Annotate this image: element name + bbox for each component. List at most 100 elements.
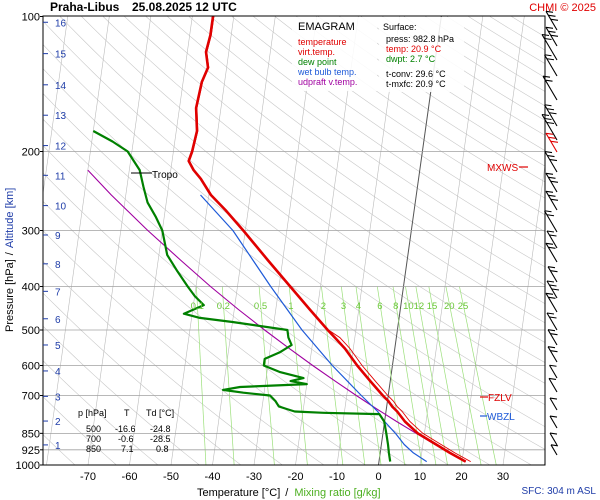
- surface-temp: temp: 20.9 °C: [386, 44, 442, 54]
- isotherm-line: [502, 162, 545, 465]
- wind-barbs: [541, 10, 560, 456]
- dry-adiabat-line: [446, 16, 545, 78]
- table-cell: -16.6: [115, 424, 136, 434]
- wbzl-label: WBZL: [487, 412, 515, 423]
- mixing-ratio-line: [258, 286, 275, 465]
- dry-adiabat-line: [43, 44, 545, 428]
- isotherm-line: [419, 16, 484, 465]
- pressure-tick-label: 1000: [16, 460, 40, 472]
- y-axis-title: Pressure [hPa] / Altitude [km]: [4, 188, 16, 332]
- isotherm-line: [212, 16, 276, 465]
- altitude-tick-label: 15: [55, 50, 67, 61]
- table-cell: 0.8: [156, 444, 169, 454]
- mixing-ratio-line: [392, 286, 423, 465]
- pressure-tick-label: 700: [22, 391, 40, 403]
- mixing-ratio-line: [415, 286, 448, 465]
- xlabel-mixing-ratio: Mixing ratio [g/kg]: [294, 487, 380, 499]
- wind-barb: [541, 113, 558, 141]
- dry-adiabat-line: [43, 172, 408, 465]
- mixing-ratio-line: [355, 286, 382, 465]
- dry-adiabat-line: [43, 20, 545, 406]
- legend-dew-point: dew point: [298, 57, 337, 67]
- pressure-tick-label: 100: [22, 12, 40, 24]
- dry-adiabat-line: [339, 16, 545, 151]
- mixing-ratio-label: 25: [458, 301, 469, 312]
- mixing-ratio-label: 0.1: [191, 301, 204, 312]
- dry-adiabat-line: [231, 16, 545, 233]
- pressure-tick-label: 200: [22, 147, 40, 159]
- table-cell: 850: [86, 444, 101, 454]
- dry-adiabat-line: [43, 200, 366, 465]
- wind-barb: [546, 280, 560, 299]
- credit-label: CHMI © 2025: [529, 2, 596, 14]
- mixing-ratio-label: 15: [427, 301, 438, 312]
- dry-adiabat-line: [43, 68, 545, 450]
- wind-barb: [545, 132, 559, 153]
- mixing-ratio-label: 2: [321, 301, 326, 312]
- wind-barb: [547, 346, 558, 363]
- wind-barb: [545, 292, 558, 313]
- dry-adiabat-line: [382, 16, 545, 121]
- legend-title: EMAGRAM: [298, 21, 355, 33]
- mixing-ratio-line: [321, 286, 344, 465]
- altitude-tick-label: 4: [55, 367, 61, 378]
- isotherm-line: [129, 16, 193, 465]
- mixing-ratio-line: [428, 286, 463, 465]
- altitude-tick-label: 14: [55, 81, 67, 92]
- dry-adiabat-line: [511, 16, 545, 38]
- wind-barb: [547, 329, 558, 346]
- dry-adiabat-line: [43, 325, 200, 465]
- wind-barb: [549, 432, 558, 446]
- table-header-td: Td [°C]: [146, 408, 174, 418]
- pressure-tick-label: 300: [22, 225, 40, 237]
- dry-adiabat-line: [403, 16, 545, 107]
- isotherm-line: [295, 16, 359, 465]
- table-cell: -0.6: [118, 434, 134, 444]
- isotherm-line: [461, 16, 525, 465]
- ylabel-separator: /: [4, 251, 16, 255]
- mixing-ratio-label: 12: [414, 301, 425, 312]
- dewpoint-line: [92, 130, 392, 462]
- altitude-tick-label: 9: [55, 231, 61, 242]
- isotherm-line: [43, 16, 69, 196]
- mixing-ratio-label: 0.5: [254, 301, 267, 312]
- ylabel-altitude: Altitude [km]: [4, 188, 16, 249]
- altitude-tick-label: 1: [55, 441, 61, 452]
- legend-updraft: udpraft v.temp.: [298, 77, 357, 87]
- legend-wet-bulb: wet bulb temp.: [297, 67, 357, 77]
- wind-barb: [542, 75, 558, 101]
- mixing-ratio-label: 8: [393, 301, 398, 312]
- wind-barb: [549, 397, 558, 411]
- dry-adiabat-line: [188, 16, 545, 268]
- wind-barb: [546, 312, 558, 331]
- mixing-ratio-label: 3: [341, 301, 346, 312]
- wind-barb: [548, 377, 558, 393]
- mixing-ratio-label: 1: [288, 301, 293, 312]
- xlabel-separator: /: [285, 487, 289, 499]
- legend-virt-temp: virt.temp.: [298, 47, 335, 57]
- wind-barb: [544, 151, 558, 173]
- altitude-tick-label: 8: [55, 260, 61, 271]
- mixing-ratio-line: [221, 286, 235, 465]
- sfc-label: SFC: 304 m ASL: [522, 486, 597, 497]
- isotherm-line: [87, 16, 152, 465]
- mxws-label: MXWS: [487, 163, 518, 174]
- temperature-tick-label: -50: [163, 471, 179, 483]
- table-cell: -28.5: [150, 434, 171, 444]
- altitude-tick-label: 6: [55, 315, 61, 326]
- altitude-tick-label: 11: [55, 171, 66, 182]
- surface-dwpt: dwpt: 2.7 °C: [386, 54, 436, 64]
- mixing-ratio-line: [459, 286, 497, 465]
- wind-barb: [544, 54, 558, 77]
- temperature-line: [187, 16, 467, 463]
- altitude-tick-label: 16: [55, 18, 67, 29]
- surface-tconv: t-conv: 29.6 °C: [386, 69, 446, 79]
- mixing-ratio-label: 6: [377, 301, 382, 312]
- temperature-tick-label: 30: [497, 471, 509, 483]
- mixing-ratio-label: 20: [444, 301, 455, 312]
- isotherm-line: [170, 16, 235, 465]
- mixing-ratio-label: 0.2: [217, 301, 230, 312]
- altitude-tick-label: 13: [55, 111, 67, 122]
- surface-title: Surface:: [383, 22, 417, 32]
